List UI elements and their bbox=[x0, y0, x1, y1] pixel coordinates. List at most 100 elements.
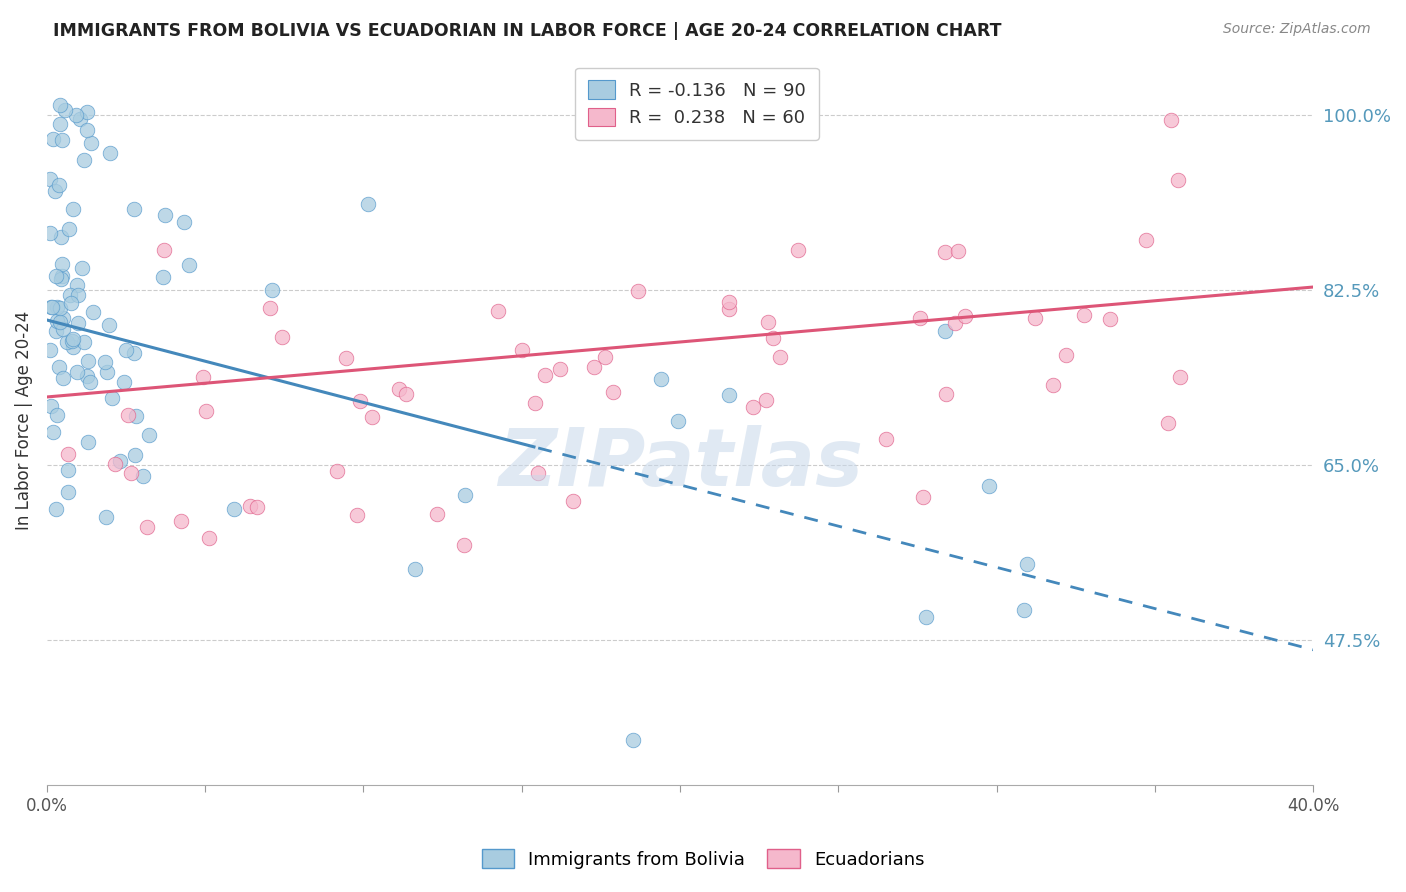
Point bbox=[717, 294, 740, 309]
Point bbox=[80, 136, 103, 151]
Point bbox=[65, 108, 87, 122]
Point bbox=[73, 153, 96, 167]
Point bbox=[122, 202, 145, 217]
Point bbox=[758, 315, 780, 329]
Point bbox=[42, 132, 65, 146]
Point bbox=[934, 245, 956, 260]
Point bbox=[1073, 308, 1095, 322]
Point bbox=[112, 375, 135, 389]
Point bbox=[627, 284, 650, 298]
Point bbox=[1157, 416, 1180, 430]
Point bbox=[911, 490, 934, 504]
Point bbox=[1024, 310, 1046, 325]
Point bbox=[39, 400, 62, 414]
Point bbox=[45, 324, 67, 338]
Point bbox=[357, 196, 380, 211]
Point bbox=[349, 394, 371, 409]
Point bbox=[77, 435, 100, 450]
Point bbox=[550, 362, 572, 376]
Point bbox=[48, 301, 70, 316]
Point bbox=[56, 335, 79, 350]
Point bbox=[49, 271, 72, 285]
Point bbox=[62, 340, 84, 354]
Point bbox=[486, 304, 509, 318]
Point bbox=[195, 403, 218, 417]
Point bbox=[76, 368, 98, 383]
Point bbox=[48, 178, 70, 192]
Point bbox=[915, 609, 938, 624]
Point bbox=[93, 355, 115, 369]
Point bbox=[62, 333, 84, 347]
Point bbox=[44, 184, 66, 198]
Point bbox=[39, 300, 62, 314]
Point bbox=[169, 515, 191, 529]
Point bbox=[117, 408, 139, 422]
Point bbox=[97, 318, 120, 333]
Point bbox=[1056, 348, 1078, 362]
Point bbox=[124, 346, 146, 360]
Point bbox=[153, 208, 176, 222]
Point bbox=[454, 488, 477, 502]
Point bbox=[222, 501, 245, 516]
Point bbox=[79, 376, 101, 390]
Point bbox=[39, 226, 62, 240]
Point bbox=[335, 351, 357, 365]
Point bbox=[769, 351, 792, 365]
Point bbox=[198, 531, 221, 545]
Point bbox=[562, 493, 585, 508]
Point bbox=[953, 309, 976, 323]
Point bbox=[1098, 311, 1121, 326]
Point bbox=[717, 301, 740, 316]
Point bbox=[173, 215, 195, 229]
Point bbox=[191, 369, 214, 384]
Point bbox=[1042, 378, 1064, 392]
Point bbox=[621, 732, 644, 747]
Point bbox=[136, 519, 159, 533]
Point bbox=[755, 392, 778, 407]
Point bbox=[935, 387, 957, 401]
Point bbox=[46, 300, 69, 314]
Point bbox=[52, 371, 75, 385]
Text: Source: ZipAtlas.com: Source: ZipAtlas.com bbox=[1223, 22, 1371, 37]
Point bbox=[60, 334, 83, 348]
Point bbox=[977, 479, 1000, 493]
Point bbox=[59, 288, 82, 302]
Point bbox=[1135, 233, 1157, 247]
Point bbox=[908, 311, 931, 326]
Point bbox=[762, 331, 785, 345]
Point bbox=[534, 368, 557, 382]
Point bbox=[666, 414, 689, 428]
Point bbox=[395, 386, 418, 401]
Point bbox=[1168, 369, 1191, 384]
Point bbox=[56, 484, 79, 499]
Point bbox=[524, 396, 547, 410]
Point bbox=[153, 244, 176, 258]
Point bbox=[717, 388, 740, 402]
Point bbox=[453, 538, 475, 552]
Point bbox=[42, 425, 65, 439]
Point bbox=[39, 343, 62, 358]
Point bbox=[62, 202, 84, 216]
Point bbox=[239, 499, 262, 513]
Point bbox=[51, 133, 73, 147]
Point bbox=[1017, 557, 1039, 571]
Point bbox=[59, 295, 82, 310]
Point bbox=[404, 562, 426, 576]
Point bbox=[152, 269, 174, 284]
Point bbox=[1160, 113, 1182, 128]
Point bbox=[49, 118, 72, 132]
Point bbox=[76, 354, 98, 368]
Point bbox=[943, 316, 966, 330]
Point bbox=[1167, 173, 1189, 187]
Point bbox=[66, 288, 89, 302]
Point bbox=[76, 104, 98, 119]
Point bbox=[101, 391, 124, 405]
Point bbox=[39, 172, 62, 186]
Point bbox=[67, 316, 90, 330]
Point bbox=[346, 508, 368, 523]
Point bbox=[325, 464, 347, 478]
Point bbox=[124, 448, 146, 462]
Point bbox=[49, 230, 72, 244]
Point bbox=[103, 458, 125, 472]
Point bbox=[46, 314, 69, 328]
